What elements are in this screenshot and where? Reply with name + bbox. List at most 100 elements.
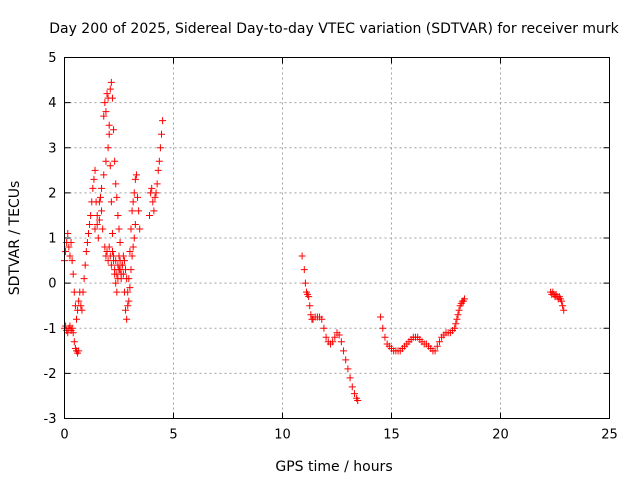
data-point <box>82 248 90 256</box>
data-point <box>559 302 567 310</box>
data-point <box>306 302 314 310</box>
data-point <box>100 171 108 179</box>
data-point <box>110 257 118 265</box>
data-point <box>69 270 77 278</box>
data-point <box>331 333 339 341</box>
data-point <box>122 306 130 314</box>
data-point <box>72 315 80 323</box>
data-point <box>149 198 157 206</box>
data-point <box>322 333 330 341</box>
data-point <box>558 297 566 305</box>
data-point <box>91 225 99 233</box>
data-point <box>117 270 125 278</box>
data-point <box>154 166 162 174</box>
data-point <box>100 112 108 120</box>
data-point <box>114 211 122 219</box>
data-point <box>340 347 348 355</box>
data-point <box>453 315 461 323</box>
data-point <box>135 207 143 215</box>
data-point <box>62 248 70 256</box>
data-point <box>307 311 315 319</box>
data-point <box>128 207 136 215</box>
data-point <box>67 239 75 247</box>
data-point <box>114 275 122 283</box>
data-point <box>150 207 158 215</box>
data-point <box>112 279 120 287</box>
data-point <box>64 229 72 237</box>
y-axis-label: SDTVAR / TECUs <box>7 181 23 296</box>
data-point <box>77 302 85 310</box>
data-point <box>83 239 91 247</box>
y-tick-label: -3 <box>44 412 57 427</box>
data-point <box>66 252 74 260</box>
data-point <box>106 252 114 260</box>
x-tick-label: 10 <box>274 428 291 443</box>
data-point <box>344 365 352 373</box>
data-point <box>107 78 115 86</box>
data-point <box>452 320 460 328</box>
data-point <box>94 234 102 242</box>
data-point <box>90 175 98 183</box>
data-point <box>113 288 121 296</box>
data-marks <box>61 78 568 404</box>
data-point <box>128 252 136 260</box>
data-point <box>111 157 119 165</box>
data-point <box>300 266 308 274</box>
x-tick-label: 20 <box>492 428 509 443</box>
data-point <box>75 297 83 305</box>
data-point <box>451 324 459 332</box>
data-point <box>435 338 443 346</box>
data-point <box>305 293 313 301</box>
data-point <box>132 171 140 179</box>
data-point <box>69 329 77 337</box>
data-point <box>87 211 95 219</box>
data-point <box>560 306 568 314</box>
data-point <box>84 229 92 237</box>
data-point <box>107 198 115 206</box>
data-point <box>129 198 137 206</box>
data-point <box>155 157 163 165</box>
data-point <box>158 130 166 138</box>
data-point <box>433 342 441 350</box>
data-point <box>130 189 138 197</box>
x-tick-label: 0 <box>60 428 68 443</box>
data-point <box>148 184 156 192</box>
data-point <box>134 193 142 201</box>
data-point <box>131 220 139 228</box>
chart-title: Day 200 of 2025, Sidereal Day-to-day VTE… <box>49 21 619 37</box>
data-point <box>98 207 106 215</box>
data-point <box>126 248 134 256</box>
data-point <box>329 338 337 346</box>
data-point <box>70 338 78 346</box>
data-point <box>110 126 118 134</box>
data-point <box>298 252 306 260</box>
x-axis-label: GPS time / hours <box>275 459 392 475</box>
data-point <box>125 297 133 305</box>
data-point <box>337 338 345 346</box>
data-point <box>146 211 154 219</box>
data-point <box>152 189 160 197</box>
data-point <box>106 162 114 170</box>
data-point <box>79 288 87 296</box>
data-point <box>131 175 139 183</box>
data-point <box>106 85 114 93</box>
data-point <box>301 279 309 287</box>
data-point <box>108 229 116 237</box>
data-point <box>81 261 89 269</box>
data-point <box>318 315 326 323</box>
data-point <box>80 275 88 283</box>
data-point <box>126 284 134 292</box>
data-point <box>455 306 463 314</box>
y-tick-label: 2 <box>48 186 56 201</box>
data-point <box>381 333 389 341</box>
y-tick-label: 5 <box>48 51 56 66</box>
data-point <box>348 383 356 391</box>
axis-ticks: 0 5 10 15 20 25 -3 -2 -1 0 1 2 3 4 5 <box>44 51 618 443</box>
x-tick-label: 25 <box>601 428 618 443</box>
data-point <box>108 94 116 102</box>
data-point <box>105 243 113 251</box>
y-tick-label: 3 <box>48 141 56 156</box>
data-point <box>129 243 137 251</box>
data-point <box>103 90 111 98</box>
data-point <box>153 180 161 188</box>
